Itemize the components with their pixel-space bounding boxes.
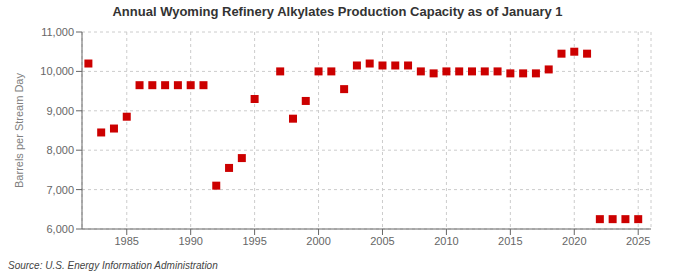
svg-text:Barrels per Stream Day: Barrels per Stream Day [13,73,25,188]
svg-text:9,000: 9,000 [46,105,74,117]
svg-text:2020: 2020 [562,235,586,247]
svg-text:2025: 2025 [626,235,650,247]
svg-text:1990: 1990 [178,235,202,247]
svg-text:10,000: 10,000 [40,65,74,77]
svg-text:2005: 2005 [370,235,394,247]
svg-text:6,000: 6,000 [46,223,74,235]
svg-text:11,000: 11,000 [41,26,74,38]
svg-text:1985: 1985 [115,235,139,247]
svg-text:8,000: 8,000 [46,144,74,156]
svg-text:2010: 2010 [434,235,458,247]
html-text:Annual Wyoming Refinery Alkyla: Annual Wyoming Refinery Alkylates Produc… [112,4,563,19]
html-text:Source: U.S. Energy Informatio: Source: U.S. Energy Information Administ… [8,260,218,271]
svg-text:7,000: 7,000 [46,184,74,196]
svg-text:2015: 2015 [498,235,522,247]
svg-text:1995: 1995 [242,235,266,247]
svg-text:2000: 2000 [306,235,330,247]
